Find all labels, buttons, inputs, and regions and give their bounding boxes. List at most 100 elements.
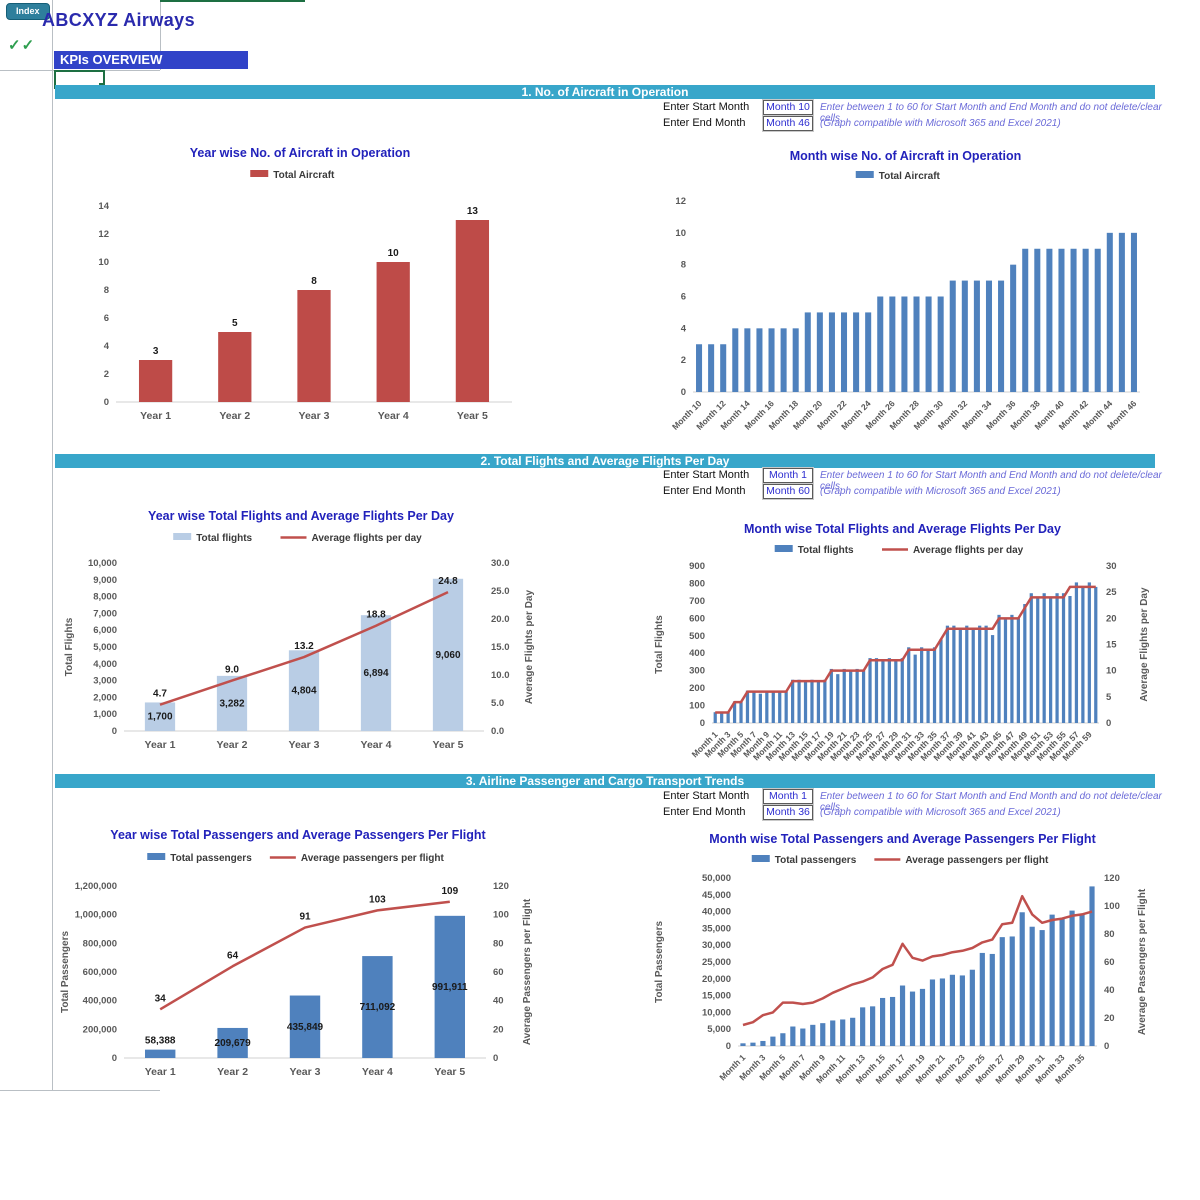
svg-text:2,000: 2,000 [93,692,117,703]
svg-text:991,911: 991,911 [432,982,468,993]
svg-text:Average Flights per Day: Average Flights per Day [524,590,535,705]
svg-text:9,000: 9,000 [93,575,117,586]
section3-start-month-input[interactable]: Month 1 [762,788,814,805]
svg-text:4,804: 4,804 [291,686,316,697]
month-passengers-chart: Month wise Total Passengers and Average … [654,832,1148,1086]
svg-text:100: 100 [1104,901,1120,912]
selection-edge [160,0,305,2]
section2-end-month-input[interactable]: Month 60 [762,483,814,500]
svg-text:Total Flights: Total Flights [654,615,665,674]
svg-text:24.8: 24.8 [438,576,458,587]
svg-text:25,000: 25,000 [702,957,731,968]
svg-text:600,000: 600,000 [83,967,117,978]
section1-start-month-input[interactable]: Month 10 [762,99,814,116]
svg-text:Total Flights: Total Flights [64,617,75,676]
svg-text:0: 0 [700,718,705,729]
svg-text:900: 900 [689,561,705,572]
svg-text:Average flights per day: Average flights per day [913,545,1024,556]
section2-note-2: (Graph compatible with Microsoft 365 and… [820,486,1061,497]
section3-note-2: (Graph compatible with Microsoft 365 and… [820,807,1061,818]
svg-text:58,388: 58,388 [145,1036,176,1047]
year-passengers-chart: Year wise Total Passengers and Average P… [60,828,533,1078]
svg-text:12: 12 [98,229,109,240]
svg-text:500: 500 [689,631,705,642]
svg-text:20.0: 20.0 [491,614,510,625]
section3-note-1: Enter between 1 to 60 for Start Month an… [820,791,1162,813]
section2-end-month-label: Enter End Month [663,485,746,497]
svg-text:8,000: 8,000 [93,592,117,603]
svg-text:6,894: 6,894 [363,668,388,679]
section1-end-month-input[interactable]: Month 46 [762,115,814,132]
svg-text:10: 10 [388,248,400,259]
svg-text:Total flights: Total flights [196,533,252,544]
svg-text:13.2: 13.2 [294,641,314,652]
svg-text:0: 0 [112,1053,117,1064]
svg-text:700: 700 [689,596,705,607]
section2-start-month-label: Enter Start Month [663,469,750,481]
gridline-vertical-left [52,0,53,1090]
section2-start-month-input[interactable]: Month 1 [762,467,814,484]
svg-text:13: 13 [467,206,479,217]
svg-text:Average passengers per flight: Average passengers per flight [301,853,445,864]
svg-text:3: 3 [153,346,159,357]
svg-text:Year wise No. of Aircraft in O: Year wise No. of Aircraft in Operation [190,146,410,160]
svg-text:800: 800 [689,578,705,589]
svg-text:Year 3: Year 3 [289,739,320,751]
svg-text:14: 14 [98,201,109,212]
svg-text:Total flights: Total flights [798,545,854,556]
svg-text:Year 5: Year 5 [433,739,464,751]
svg-text:8: 8 [681,260,686,271]
svg-text:400: 400 [689,648,705,659]
section1-start-month-label: Enter Start Month [663,101,750,113]
svg-text:12: 12 [675,196,686,207]
svg-text:10: 10 [675,228,686,239]
svg-text:1,000: 1,000 [93,709,117,720]
svg-text:4: 4 [104,341,110,352]
index-button[interactable]: Index [6,3,50,20]
svg-text:2: 2 [104,369,109,380]
svg-text:Average flights per day: Average flights per day [312,533,423,544]
svg-text:Year 5: Year 5 [434,1066,465,1078]
svg-text:120: 120 [493,881,509,892]
svg-text:Year 3: Year 3 [290,1066,321,1078]
svg-text:Total passengers: Total passengers [775,855,857,866]
section3-start-month-label: Enter Start Month [663,790,750,802]
svg-text:4.7: 4.7 [153,689,167,700]
section1-note-1: Enter between 1 to 60 for Start Month an… [820,102,1162,124]
svg-text:400,000: 400,000 [83,996,117,1007]
svg-text:80: 80 [493,938,504,949]
section1-note-2: (Graph compatible with Microsoft 365 and… [820,118,1061,129]
svg-text:35,000: 35,000 [702,923,731,934]
svg-text:0: 0 [112,726,117,737]
svg-text:6: 6 [104,313,109,324]
svg-text:711,092: 711,092 [360,1002,396,1013]
section2-band-title: 2. Total Flights and Average Flights Per… [55,454,1155,468]
svg-text:40,000: 40,000 [702,907,731,918]
year-aircraft-chart: Year wise No. of Aircraft in Operation To… [98,146,512,422]
gridline-vertical-top [160,0,161,70]
svg-text:Year 1: Year 1 [145,739,176,751]
svg-text:Year 3: Year 3 [299,410,330,422]
svg-text:9,060: 9,060 [435,650,460,661]
svg-text:18.8: 18.8 [366,610,386,621]
svg-text:5,000: 5,000 [707,1024,731,1035]
svg-text:209,679: 209,679 [215,1038,252,1049]
svg-text:15.0: 15.0 [491,642,510,653]
month-flights-chart: Month wise Total Flights and Average Fli… [654,522,1150,763]
svg-text:100: 100 [689,701,705,712]
svg-text:40: 40 [1104,985,1115,996]
svg-text:Year 2: Year 2 [219,410,250,422]
svg-text:5: 5 [1106,692,1112,703]
svg-text:0: 0 [681,387,686,398]
svg-text:Total Passengers: Total Passengers [60,931,71,1014]
svg-text:Total Passengers: Total Passengers [654,921,665,1004]
svg-text:1,200,000: 1,200,000 [75,881,117,892]
svg-text:Month wise Total Flights and A: Month wise Total Flights and Average Fli… [744,522,1061,536]
year-flights-chart: Year wise Total Flights and Average Flig… [64,509,535,751]
svg-text:3,282: 3,282 [219,698,244,709]
svg-text:Year wise Total Passengers and: Year wise Total Passengers and Average P… [110,828,486,842]
svg-text:Total Aircraft: Total Aircraft [879,171,941,182]
svg-text:Average Passengers per Flight: Average Passengers per Flight [522,898,533,1045]
svg-text:0: 0 [493,1053,498,1064]
section3-end-month-input[interactable]: Month 36 [762,804,814,821]
